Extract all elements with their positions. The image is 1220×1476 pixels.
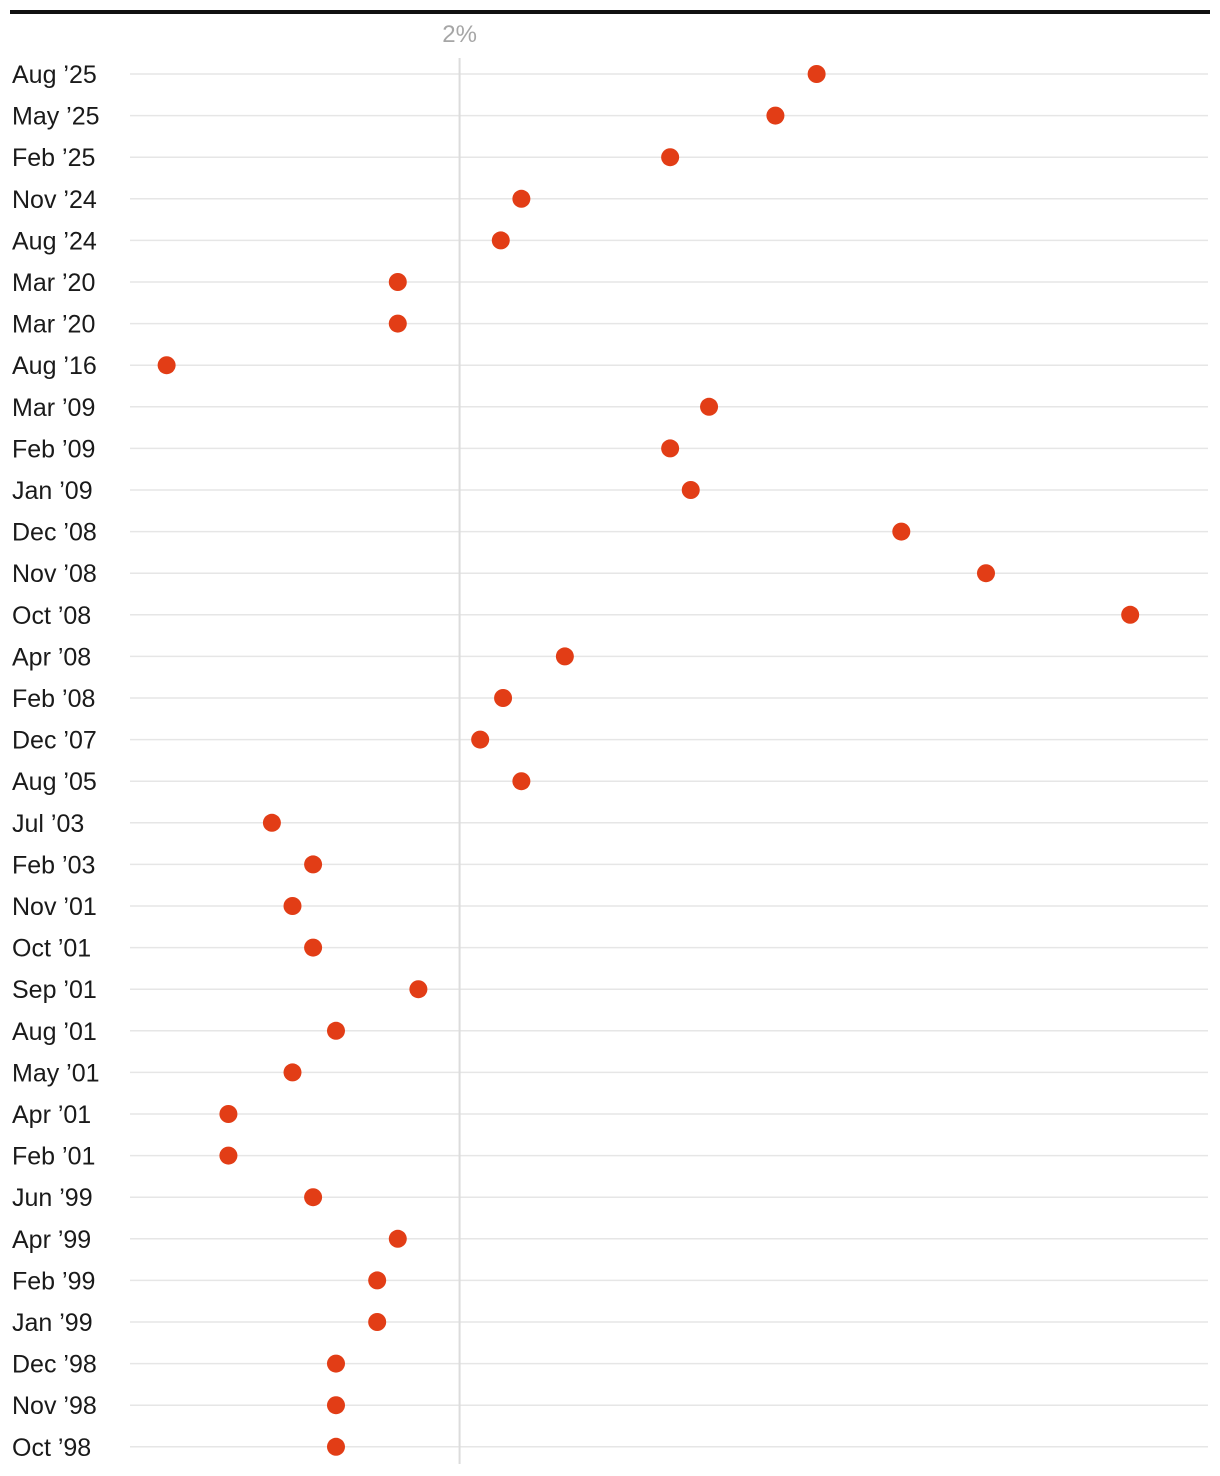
data-point <box>326 1396 345 1415</box>
data-point <box>304 1188 323 1207</box>
data-point <box>326 1354 345 1373</box>
row-label: Feb ’09 <box>12 435 95 463</box>
data-point <box>555 647 574 666</box>
row-label: Feb ’99 <box>12 1267 95 1295</box>
row-label: Mar ’20 <box>12 269 95 297</box>
data-point <box>807 65 826 83</box>
row-label: Feb ’01 <box>12 1143 95 1171</box>
data-point <box>326 1437 345 1456</box>
row-label: Apr ’08 <box>12 643 91 671</box>
row-label: Apr ’01 <box>12 1101 91 1129</box>
data-point <box>766 106 785 125</box>
row-label: May ’01 <box>12 1059 100 1087</box>
data-point <box>661 439 680 458</box>
row-label: Aug ’01 <box>12 1018 97 1046</box>
data-point <box>304 938 323 957</box>
row-label: Nov ’01 <box>12 893 97 921</box>
row-label: Aug ’16 <box>12 352 97 380</box>
row-label: Nov ’24 <box>12 186 97 214</box>
row-label: Oct ’08 <box>12 602 91 630</box>
data-point <box>368 1313 387 1331</box>
row-label: Aug ’05 <box>12 768 97 796</box>
data-point <box>219 1105 238 1123</box>
row-label: Nov ’98 <box>12 1392 97 1420</box>
data-point <box>219 1146 238 1165</box>
x-tick-label: 2% <box>442 21 477 48</box>
row-label: Aug ’24 <box>12 227 97 255</box>
data-point <box>262 813 281 832</box>
row-label: Apr ’99 <box>12 1226 91 1254</box>
row-label: Jul ’03 <box>12 810 84 838</box>
row-label: Sep ’01 <box>12 976 97 1004</box>
row-label: Feb ’08 <box>12 685 95 713</box>
row-label: Mar ’09 <box>12 394 95 422</box>
data-point <box>388 314 407 333</box>
data-point <box>471 730 490 749</box>
row-label: Aug ’25 <box>12 61 97 89</box>
row-label: Oct ’01 <box>12 935 91 963</box>
row-label: Nov ’08 <box>12 560 97 588</box>
data-point <box>661 148 680 167</box>
row-label: Feb ’25 <box>12 144 95 172</box>
data-point <box>304 855 323 874</box>
row-label: Dec ’98 <box>12 1351 97 1379</box>
row-label: Mar ’20 <box>12 311 95 339</box>
data-point <box>892 522 911 541</box>
data-point <box>700 397 719 416</box>
data-point <box>409 980 428 999</box>
data-point <box>491 231 510 250</box>
top-rule <box>10 10 1210 14</box>
row-label: Jun ’99 <box>12 1184 93 1212</box>
data-point <box>512 772 531 791</box>
row-label: Oct ’98 <box>12 1434 91 1462</box>
data-point <box>494 689 513 707</box>
row-label: Feb ’03 <box>12 851 95 879</box>
data-point <box>976 564 995 583</box>
row-label: Jan ’99 <box>12 1309 93 1337</box>
data-point <box>388 1229 407 1248</box>
data-point <box>283 1063 302 1082</box>
data-point <box>512 189 531 208</box>
data-point <box>388 273 407 291</box>
data-point <box>681 481 700 499</box>
data-point <box>368 1271 387 1290</box>
row-label: Dec ’07 <box>12 727 97 755</box>
row-label: May ’25 <box>12 103 100 131</box>
row-label: Jan ’09 <box>12 477 93 505</box>
data-point <box>326 1021 345 1040</box>
data-point <box>1121 605 1140 624</box>
data-point <box>283 897 302 915</box>
data-point <box>157 356 176 375</box>
row-label: Dec ’08 <box>12 519 97 547</box>
